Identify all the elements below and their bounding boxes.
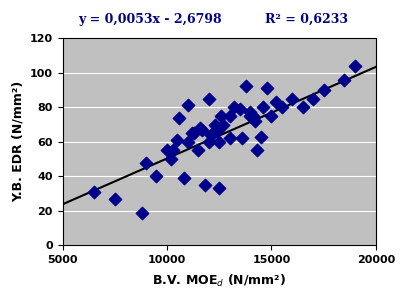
Point [167, 157, 174, 161]
Point [226, 113, 232, 118]
Point [236, 107, 243, 112]
Point [220, 122, 226, 127]
Text: B.V. MOE$_d$ (N/mm²): B.V. MOE$_d$ (N/mm²) [152, 272, 286, 288]
Point [176, 115, 182, 120]
Point [199, 127, 205, 132]
Point [226, 136, 232, 141]
Point [209, 131, 215, 135]
Text: y = 0,0053x - 2,6798: y = 0,0053x - 2,6798 [78, 13, 222, 26]
Point [111, 196, 118, 201]
Point [251, 119, 257, 124]
Point [205, 139, 211, 144]
Point [272, 100, 278, 105]
Point [207, 132, 213, 137]
Point [247, 113, 253, 118]
Point [194, 148, 201, 153]
Point [298, 105, 305, 110]
Point [201, 183, 207, 188]
Point [249, 113, 255, 118]
Point [259, 105, 266, 110]
Point [205, 96, 211, 101]
Point [188, 131, 195, 135]
Text: R² = 0,6233: R² = 0,6233 [265, 13, 347, 26]
Point [230, 105, 237, 110]
Point [184, 139, 191, 144]
Point [263, 86, 270, 91]
Point [180, 176, 186, 181]
Point [90, 189, 97, 194]
Point [215, 139, 222, 144]
Point [238, 136, 245, 141]
Point [211, 122, 217, 127]
Point [288, 96, 295, 101]
Point [267, 113, 274, 118]
Point [309, 96, 315, 101]
Point [143, 160, 149, 165]
Point [153, 174, 159, 179]
Point [174, 138, 180, 142]
Point [190, 131, 197, 135]
Point [184, 103, 191, 108]
Point [215, 186, 222, 191]
Point [340, 77, 347, 82]
Point [196, 125, 203, 130]
Point [351, 63, 357, 68]
Point [257, 134, 264, 139]
Y-axis label: Y.B. EDR (N/mm²): Y.B. EDR (N/mm²) [11, 81, 24, 202]
Point [163, 148, 170, 153]
Point [278, 105, 284, 110]
Point [217, 113, 224, 118]
Point [320, 88, 326, 92]
Point [170, 148, 176, 153]
Point [213, 129, 220, 134]
Point [138, 210, 145, 215]
Point [243, 84, 249, 89]
Point [247, 110, 253, 115]
Point [253, 148, 259, 153]
